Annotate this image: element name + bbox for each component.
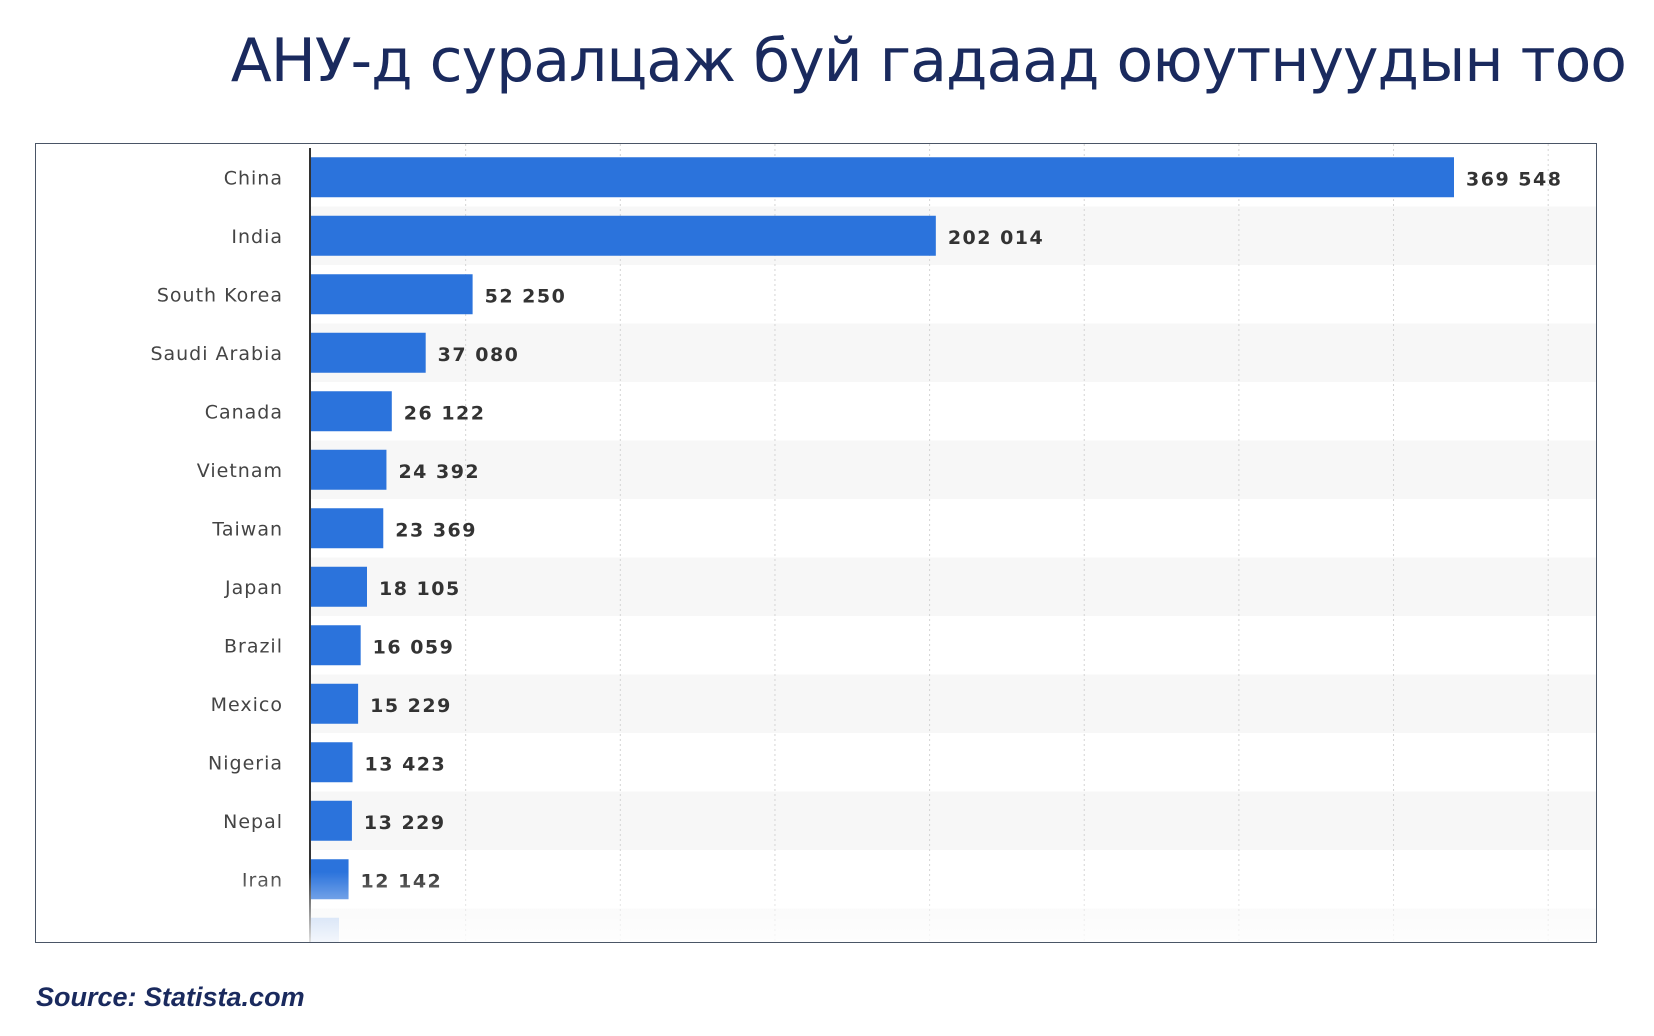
row-stripe — [311, 791, 1596, 850]
row-stripe — [311, 557, 1596, 616]
value-label: 24 392 — [398, 461, 480, 483]
bar-china — [311, 157, 1454, 198]
bar-vietnam — [311, 449, 387, 490]
category-label: Japan — [224, 577, 283, 599]
value-label: 37 080 — [438, 344, 520, 366]
bar-south-korea — [311, 274, 473, 315]
category-label: Nepal — [223, 811, 283, 833]
bar-india — [311, 215, 936, 256]
bar-mexico — [311, 683, 359, 724]
category-label: Taiwan — [211, 518, 283, 540]
page-title: АНУ-д суралцаж буй гадаад оюутнуудын тоо — [230, 26, 1627, 96]
value-label: 18 105 — [379, 578, 461, 600]
source-note: Source: Statista.com — [36, 982, 305, 1012]
bar-nigeria — [311, 742, 353, 783]
category-label: South Korea — [157, 284, 283, 306]
category-label: Nigeria — [208, 752, 283, 774]
value-label: 26 122 — [404, 402, 486, 424]
bar-brazil — [311, 625, 361, 666]
category-label: Saudi Arabia — [150, 343, 283, 365]
value-label: 13 423 — [365, 753, 447, 775]
category-label: India — [231, 226, 283, 248]
row-stripe — [311, 674, 1596, 733]
row-stripe — [311, 440, 1596, 499]
bar-chart: China 369 548 India 202 014 South Korea 52 25… — [36, 144, 1596, 942]
bar-nepal — [311, 800, 352, 841]
value-label: 15 229 — [370, 695, 452, 717]
value-label: 202 014 — [948, 227, 1044, 249]
bar-canada — [311, 391, 392, 432]
value-label: 23 369 — [395, 519, 477, 541]
bar-saudi-arabia — [311, 332, 426, 373]
value-label: 52 250 — [485, 285, 567, 307]
chart-frame: China 369 548 India 202 014 South Korea 52 25… — [35, 143, 1597, 943]
value-label: 13 229 — [364, 812, 446, 834]
bar-japan — [311, 566, 367, 607]
value-label: 369 548 — [1466, 168, 1562, 190]
category-label: Vietnam — [197, 460, 283, 482]
value-label: 16 059 — [373, 636, 455, 658]
bar-taiwan — [311, 508, 384, 549]
category-label: Canada — [205, 401, 283, 423]
bottom-fade — [36, 872, 1596, 942]
category-label: Mexico — [211, 694, 283, 716]
category-label: Brazil — [224, 635, 283, 657]
row-stripe — [311, 323, 1596, 382]
category-label: China — [224, 167, 283, 189]
